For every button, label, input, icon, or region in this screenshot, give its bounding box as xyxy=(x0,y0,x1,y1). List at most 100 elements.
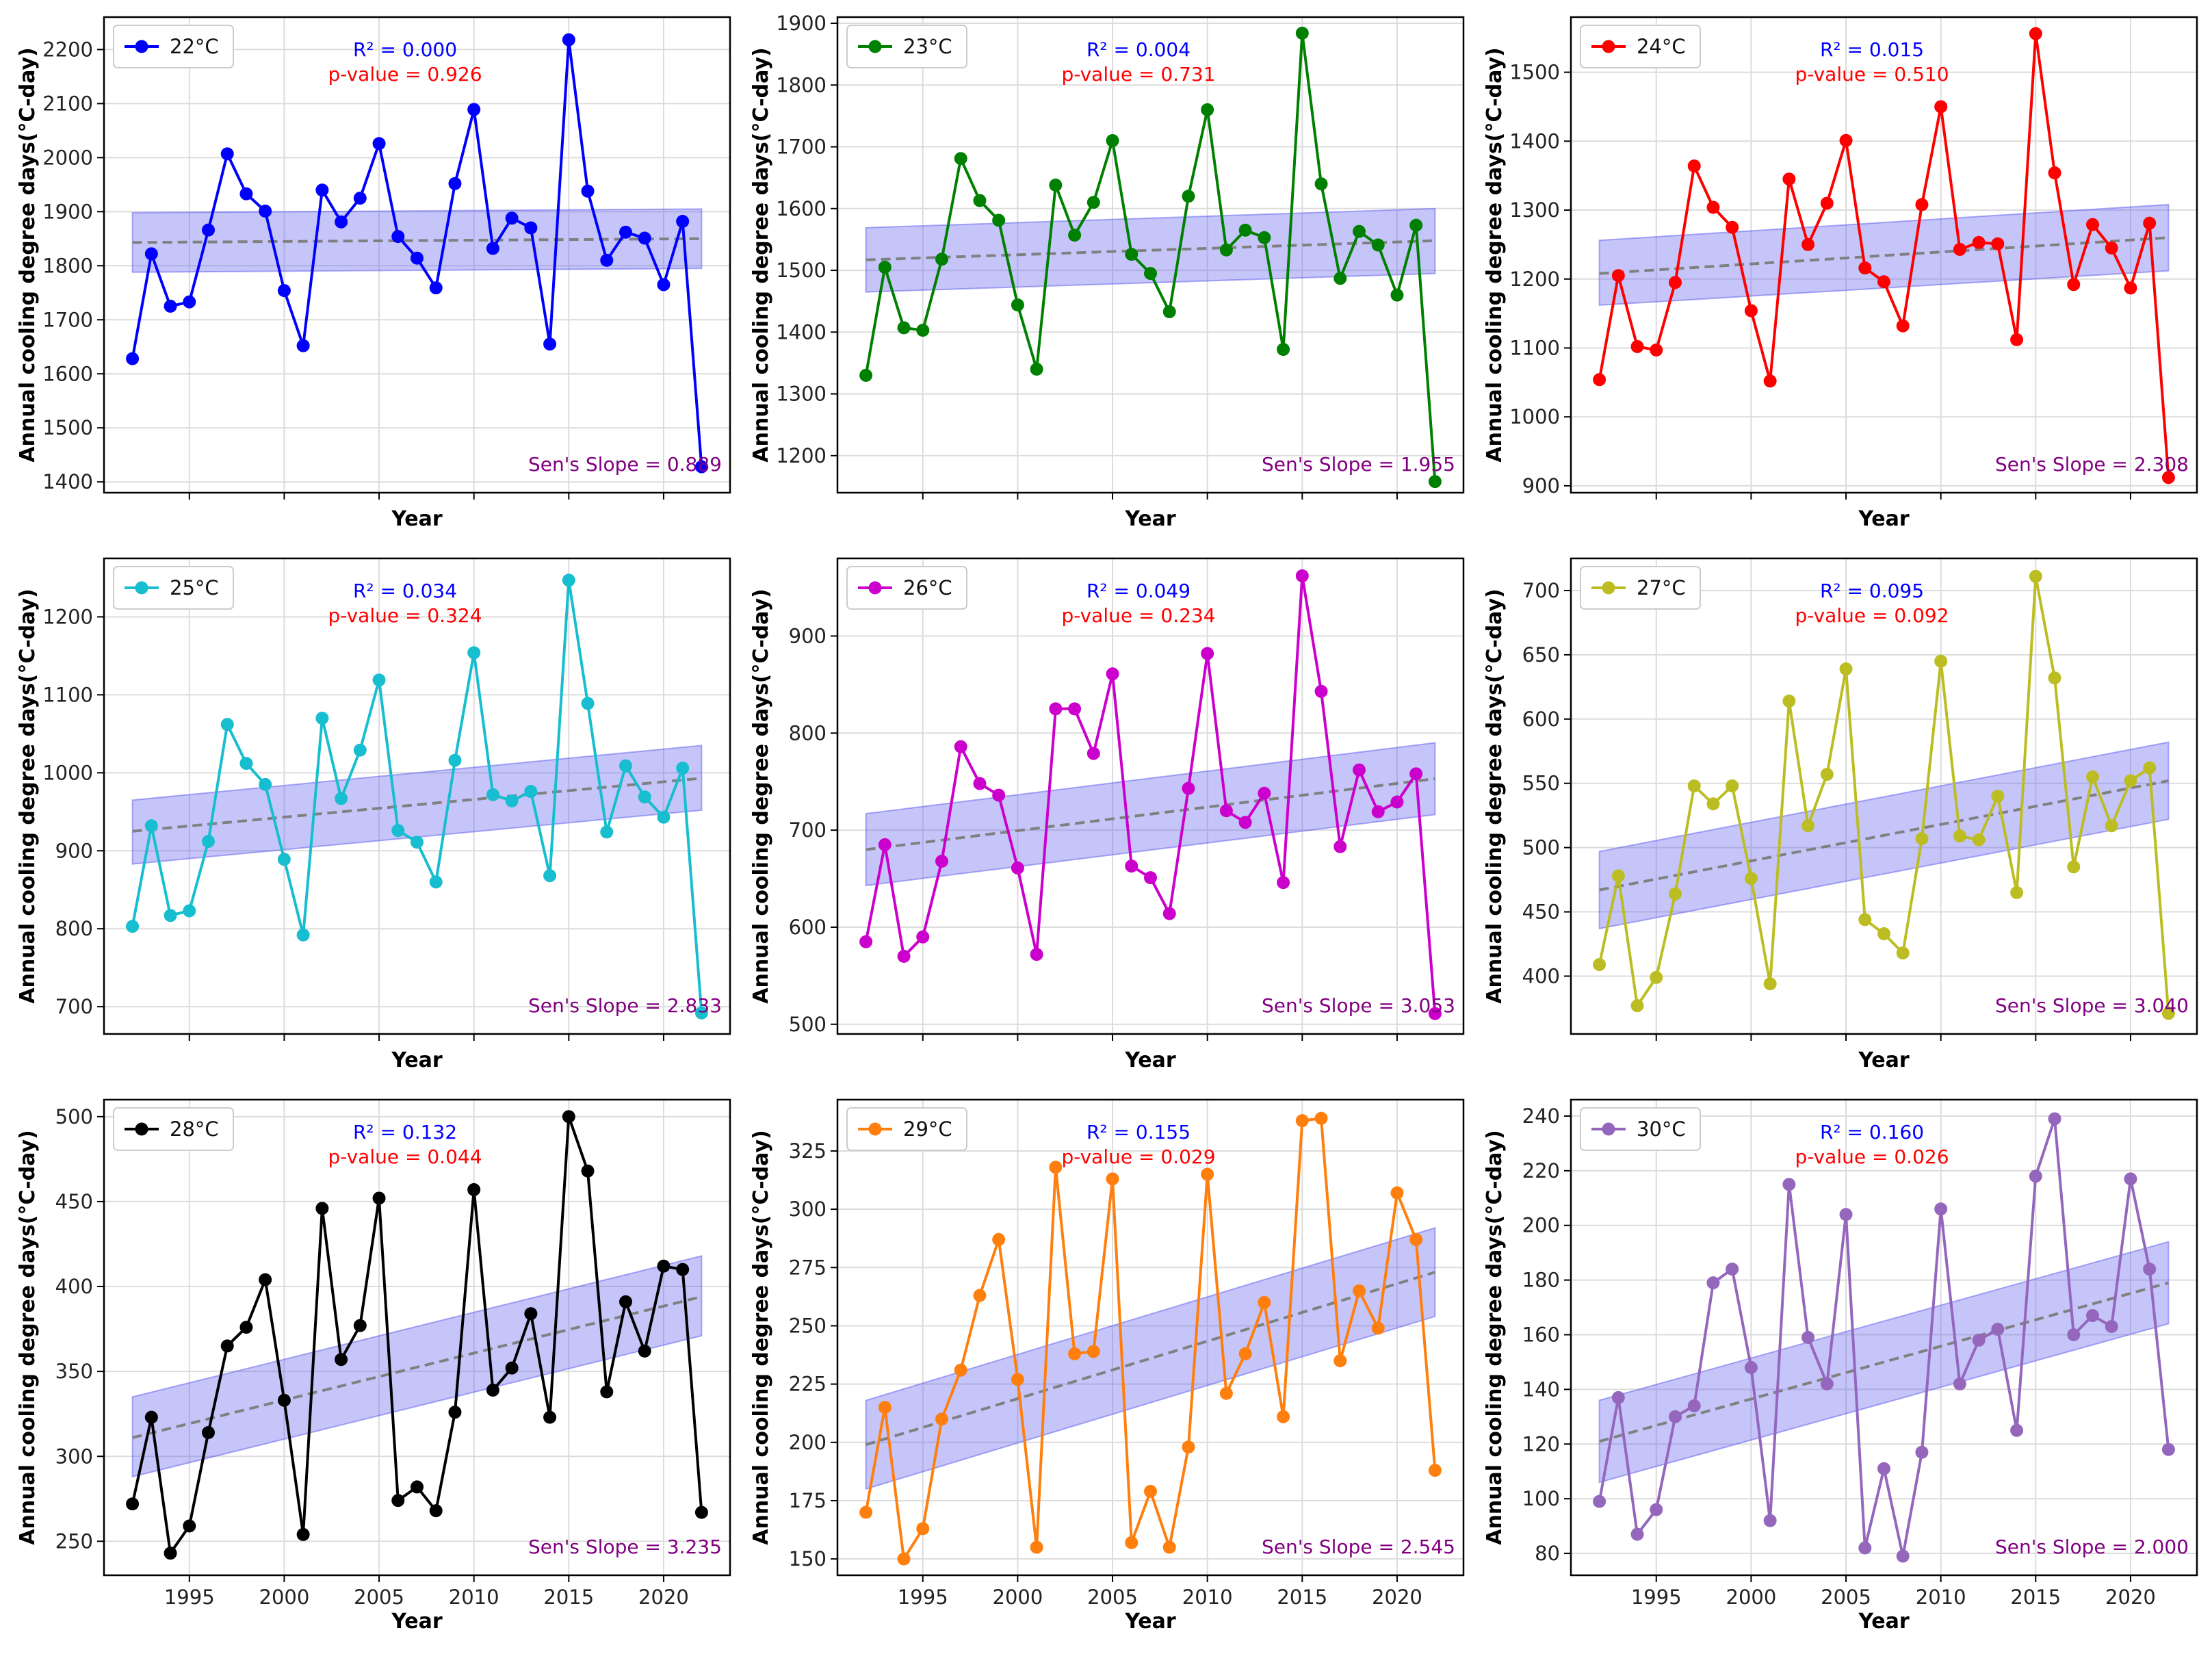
legend: 28°C xyxy=(113,1107,234,1151)
data-point xyxy=(1353,1284,1366,1297)
data-points xyxy=(126,33,708,474)
data-point xyxy=(1030,1540,1043,1554)
y-tick-label: 1100 xyxy=(1509,336,1560,359)
data-point xyxy=(676,215,690,229)
data-point xyxy=(1782,172,1796,186)
data-point xyxy=(1353,224,1366,238)
y-tick-label: 1200 xyxy=(42,605,93,628)
data-point xyxy=(1353,763,1366,777)
y-tick-label: 600 xyxy=(789,916,827,939)
data-point xyxy=(429,281,443,295)
x-axis-label: Year xyxy=(1858,1048,1910,1072)
p-value-label: p-value = 0.731 xyxy=(1061,63,1215,86)
data-point xyxy=(1839,662,1853,676)
x-tick-label: 1995 xyxy=(164,1586,215,1609)
data-point xyxy=(1687,159,1701,173)
axes-frame xyxy=(103,16,731,494)
data-point xyxy=(1820,768,1834,781)
subplot-27c: 400 450 500 550 600 650 700 Year Annual cooling … xyxy=(1483,557,2198,1072)
data-point xyxy=(1390,1186,1404,1200)
y-tick-label: 350 xyxy=(55,1360,93,1383)
data-point xyxy=(1934,100,1948,114)
trend-line xyxy=(1599,1281,2169,1443)
y-tick-label: 450 xyxy=(55,1190,93,1213)
data-point xyxy=(992,1232,1006,1246)
x-axis-label: Year xyxy=(391,507,443,531)
x-tick-label: 2015 xyxy=(2010,1586,2061,1609)
r-squared-label: R² = 0.000 xyxy=(353,38,457,61)
data-point xyxy=(277,1393,291,1407)
legend-marker xyxy=(135,1122,148,1136)
data-point xyxy=(1877,927,1890,940)
legend-box xyxy=(1580,1107,1701,1151)
legend: 30°C xyxy=(1580,1107,1701,1151)
legend-marker xyxy=(868,1122,882,1136)
y-tick-label: 1800 xyxy=(42,254,93,277)
data-point xyxy=(1611,269,1625,283)
data-point xyxy=(372,673,386,687)
data-point xyxy=(164,909,177,922)
data-point xyxy=(859,369,873,383)
data-point xyxy=(1428,1464,1442,1477)
legend-marker xyxy=(135,40,148,53)
legend-label: 23°C xyxy=(903,35,952,58)
data-point xyxy=(1201,1167,1214,1181)
data-point xyxy=(1726,220,1739,234)
sens-slope-label: Sen's Slope = 2.833 xyxy=(528,994,722,1017)
data-point xyxy=(1314,177,1328,191)
data-point xyxy=(1593,958,1606,972)
grid xyxy=(837,17,1463,493)
data-point xyxy=(296,928,310,942)
y-tick-label: 250 xyxy=(789,1314,827,1337)
data-point xyxy=(1839,1208,1853,1221)
axes-frame xyxy=(1570,557,2198,1035)
data-point xyxy=(277,853,291,866)
data-point xyxy=(1428,1007,1442,1020)
y-tick-label: 1700 xyxy=(42,308,93,331)
data-point xyxy=(897,950,911,963)
y-tick-label: 2100 xyxy=(42,92,93,115)
data-point xyxy=(897,1552,911,1566)
data-point xyxy=(2124,1172,2137,1186)
data-point xyxy=(1106,667,1119,681)
r-squared-label: R² = 0.160 xyxy=(1820,1121,1924,1143)
sens-slope-label: Sen's Slope = 3.053 xyxy=(1262,994,1455,1017)
data-point xyxy=(1068,702,1082,716)
data-point xyxy=(2010,333,2024,346)
legend-box xyxy=(846,25,967,68)
data-point xyxy=(600,825,614,839)
data-point xyxy=(1611,869,1625,883)
data-point xyxy=(486,242,499,255)
data-point xyxy=(657,278,671,292)
legend-label: 26°C xyxy=(903,576,952,599)
sens-slope-label: Sen's Slope = 3.040 xyxy=(1995,994,2189,1017)
data-point xyxy=(1238,1347,1252,1360)
data-point xyxy=(1801,237,1815,251)
x-tick-label: 2015 xyxy=(1277,1586,1327,1609)
data-point xyxy=(1877,275,1890,289)
data-point xyxy=(1593,1495,1606,1508)
sens-slope-label: Sen's Slope = 3.235 xyxy=(528,1536,722,1558)
r-squared-label: R² = 0.132 xyxy=(353,1121,457,1143)
data-point xyxy=(411,1480,424,1494)
y-tick-label: 1500 xyxy=(776,259,827,282)
data-point xyxy=(429,875,443,889)
data-point xyxy=(1295,569,1309,583)
data-point xyxy=(1030,362,1043,376)
y-tick-label: 300 xyxy=(789,1198,827,1221)
data-point xyxy=(1915,198,1929,211)
subplot-23c: 1200 1300 1400 1500 1600 1700 1800 1900 Year Annu… xyxy=(749,12,1465,531)
data-point xyxy=(2067,1328,2081,1342)
data-point xyxy=(1801,819,1815,833)
data-point xyxy=(1763,374,1777,388)
data-point xyxy=(259,777,272,791)
subplot-24c: 900 1000 1100 1200 1300 1400 1500 Year Annual co… xyxy=(1483,16,2198,531)
data-point xyxy=(1409,218,1423,232)
x-tick-label: 2000 xyxy=(1726,1586,1777,1609)
data-point xyxy=(1972,1333,1986,1347)
y-tick-label: 1200 xyxy=(1509,268,1560,291)
y-axis-label: Annual cooling degree days(°C-day) xyxy=(1483,47,1507,462)
data-point xyxy=(1669,887,1682,901)
data-point xyxy=(202,223,215,237)
data-point xyxy=(1409,767,1423,781)
